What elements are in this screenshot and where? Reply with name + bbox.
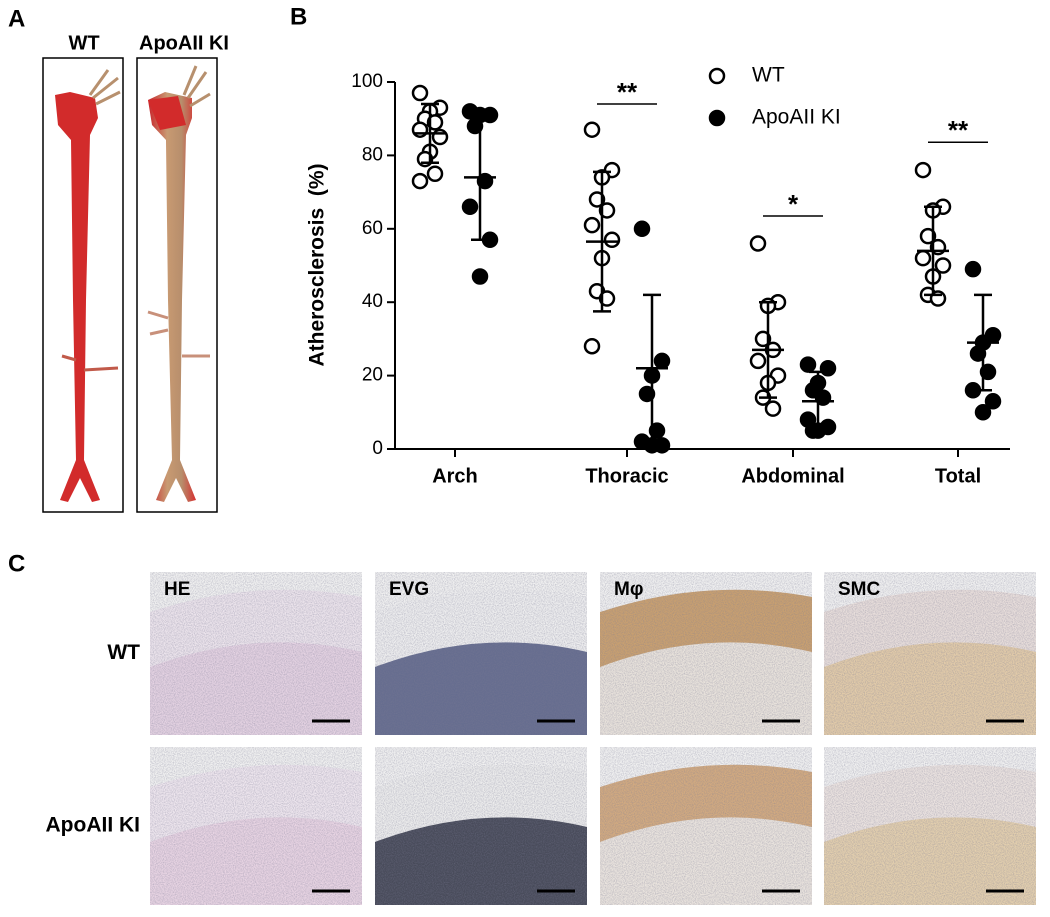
dot-plot: 0 20 40 60 80 100 Atherosclerosis (%) Arch Thora… xyxy=(306,64,1010,487)
x-tick-label: Arch xyxy=(432,465,478,487)
y-tick-label: 60 xyxy=(362,218,383,239)
micrograph-grain xyxy=(375,572,587,735)
column-label: SMC xyxy=(838,579,881,600)
data-point xyxy=(633,220,651,238)
data-point xyxy=(653,352,671,370)
panel-label: A xyxy=(8,5,25,32)
data-point xyxy=(598,202,616,219)
panel-label: B xyxy=(290,3,307,30)
legend-marker xyxy=(708,67,726,85)
data-point xyxy=(914,161,932,179)
micrograph-grain xyxy=(600,572,812,735)
micrograph-grain xyxy=(600,747,812,905)
micrograph-grain xyxy=(375,747,587,905)
data-point xyxy=(426,114,444,131)
row-label: ApoAII KI xyxy=(46,814,141,837)
data-point xyxy=(411,172,429,190)
data-point xyxy=(603,231,621,249)
legend-label: ApoAII KI xyxy=(752,106,841,129)
micrograph-grain xyxy=(824,572,1036,735)
y-axis-label: Atherosclerosis (%) xyxy=(306,163,329,366)
column-label: EVG xyxy=(389,579,429,600)
significance-label: ** xyxy=(617,77,638,107)
micrograph-grain xyxy=(150,747,362,905)
micrograph-grain xyxy=(150,572,362,735)
data-point xyxy=(638,385,656,403)
aorta-ki xyxy=(147,65,211,502)
data-point xyxy=(979,363,997,381)
aorta-wt xyxy=(55,69,121,502)
data-point xyxy=(764,400,782,417)
data-point xyxy=(411,84,429,102)
data-point xyxy=(461,198,479,216)
data-point xyxy=(749,352,767,370)
aorta-label: ApoAII KI xyxy=(139,32,229,54)
micrograph-grain xyxy=(824,747,1036,905)
y-tick-label: 80 xyxy=(362,144,383,165)
aorta-label: WT xyxy=(68,32,99,54)
y-tick-label: 100 xyxy=(351,71,383,92)
data-point xyxy=(466,117,484,135)
significance-label: ** xyxy=(948,115,969,145)
y-tick-label: 0 xyxy=(372,438,383,459)
significance-label: * xyxy=(788,189,799,219)
data-point xyxy=(969,345,987,362)
x-tick-label: Thoracic xyxy=(585,465,668,487)
data-point xyxy=(914,249,932,267)
column-label: HE xyxy=(164,579,190,600)
data-point xyxy=(754,330,772,348)
y-tick-label: 20 xyxy=(362,365,383,386)
x-tick-label: Abdominal xyxy=(741,465,844,487)
data-point xyxy=(984,393,1002,410)
data-point xyxy=(583,121,601,138)
data-point xyxy=(583,216,601,234)
data-point xyxy=(799,356,817,373)
data-point xyxy=(974,404,992,421)
row-label: WT xyxy=(107,641,140,664)
panel-label: C xyxy=(8,550,25,577)
data-point xyxy=(919,227,937,245)
data-point xyxy=(471,268,489,285)
data-point xyxy=(583,337,601,355)
data-point xyxy=(934,257,952,274)
data-point xyxy=(964,260,982,278)
legend-marker xyxy=(708,109,726,127)
data-point xyxy=(598,290,616,307)
y-tick-label: 40 xyxy=(362,291,383,312)
data-point xyxy=(426,165,444,182)
data-point xyxy=(749,235,767,252)
column-label: Mφ xyxy=(614,579,643,600)
data-point xyxy=(648,422,666,439)
x-tick-label: Total xyxy=(935,465,981,487)
legend-label: WT xyxy=(752,64,785,87)
histology-grid: WT HE EVG Mφ SMC ApoAII KI xyxy=(46,572,1036,905)
data-point xyxy=(588,191,606,208)
